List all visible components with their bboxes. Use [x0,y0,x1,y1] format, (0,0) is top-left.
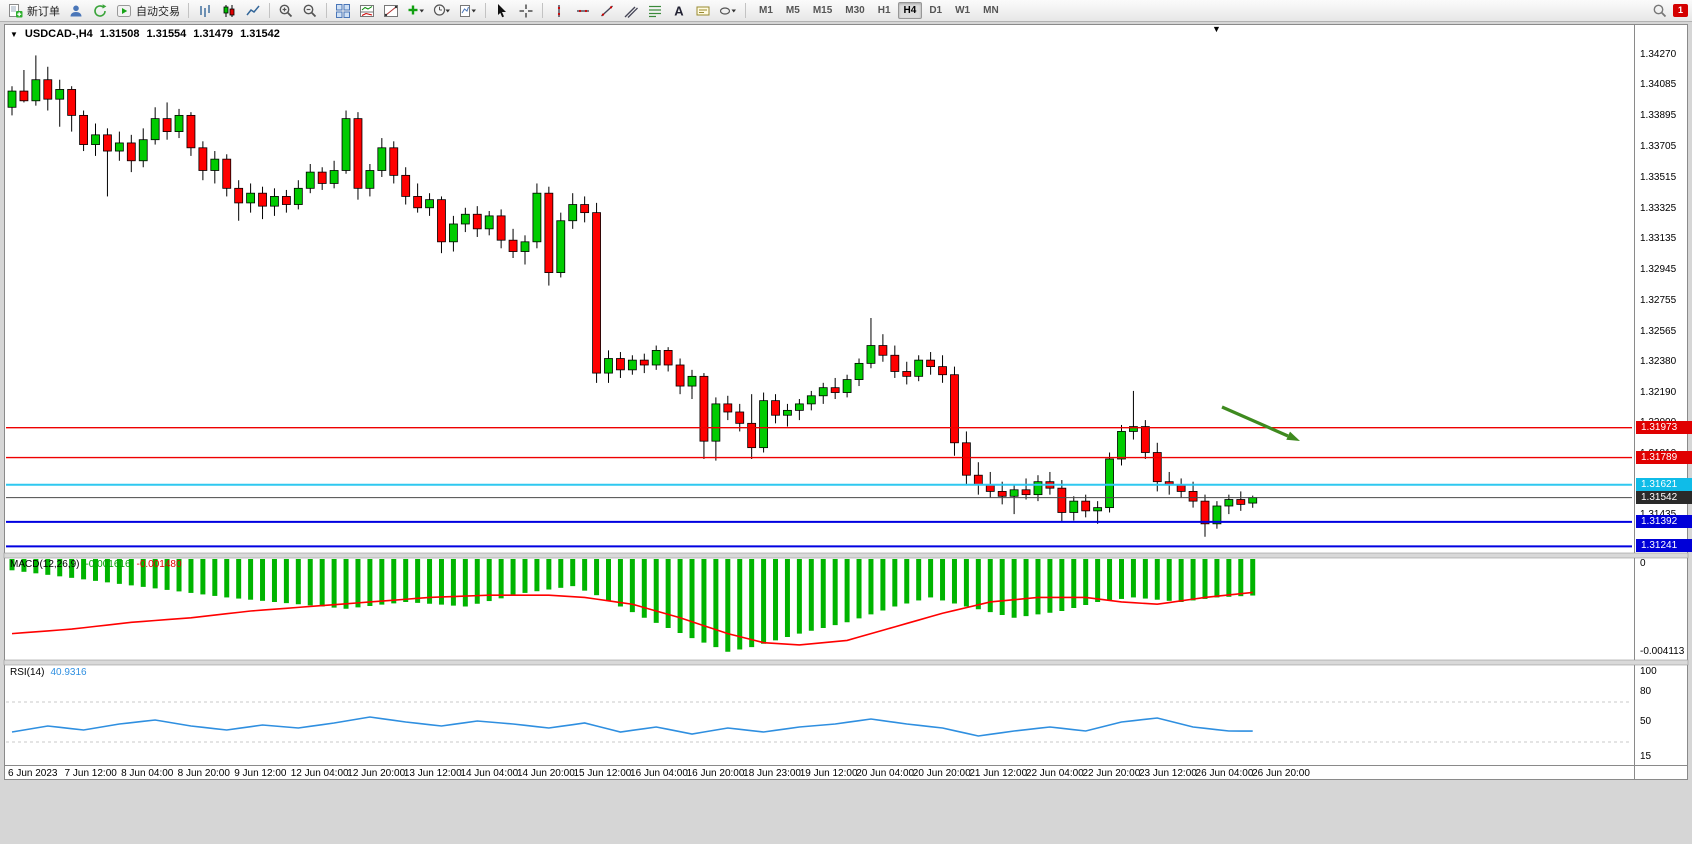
bar-chart-mode-icon[interactable] [194,1,216,21]
vertical-line-tool-icon[interactable] [548,1,570,21]
timeframe-button-d1[interactable]: D1 [929,5,943,16]
template-dropdown-icon[interactable] [456,1,480,21]
timeframe-button-h4[interactable]: H4 [897,2,923,19]
new-order-label: 新订单 [27,5,60,18]
autotrade-icon [116,3,132,19]
new-order-button[interactable]: 新订单 [4,1,63,21]
candlestick-mode-icon[interactable] [218,1,240,21]
zoom-out-icon[interactable] [299,1,321,21]
chart-window[interactable] [4,24,1688,780]
community-button[interactable] [89,1,111,21]
toolbar-separator [542,3,543,18]
fibonacci-tool-icon[interactable] [644,1,666,21]
add-indicator-icon[interactable] [404,1,428,21]
toolbar-separator [326,3,327,18]
crosshair-icon[interactable] [515,1,537,21]
timeframe-toolbar: M1 M5 M15 M30 H1 H4 D1 W1 MN [753,2,1005,19]
timeframe-button-m30[interactable]: M30 [845,5,865,16]
timeframe-button-w1[interactable]: W1 [955,5,971,16]
line-chart-mode-icon[interactable] [242,1,264,21]
text-tool-icon[interactable]: A [668,1,690,21]
svg-text:A: A [674,3,684,18]
cursor-icon[interactable] [491,1,513,21]
new-order-icon [7,3,23,19]
timeframe-dropdown-icon[interactable] [430,1,454,21]
toolbar-separator [745,3,746,18]
profile-icon [68,3,84,19]
tile-windows-icon[interactable] [332,1,354,21]
notification-badge[interactable]: 1 [1673,4,1688,17]
timeframe-button-mn[interactable]: MN [983,5,999,16]
toolbar-separator [269,3,270,18]
toolbar-separator [485,3,486,18]
autotrade-label: 自动交易 [136,5,180,18]
horizontal-line-tool-icon[interactable] [572,1,594,21]
channel-tool-icon[interactable] [620,1,642,21]
indicator-window-icon[interactable] [356,1,378,21]
timeframe-button-h1[interactable]: H1 [877,5,891,16]
shapes-dropdown-icon[interactable] [716,1,740,21]
label-tool-icon[interactable] [692,1,714,21]
objects-window-icon[interactable] [380,1,402,21]
market-watch-button[interactable] [65,1,87,21]
autotrade-button[interactable]: 自动交易 [113,1,183,21]
timeframe-button-m1[interactable]: M1 [759,5,773,16]
refresh-icon [92,3,108,19]
search-icon[interactable] [1649,1,1671,21]
timeframe-button-m15[interactable]: M15 [812,5,833,16]
zoom-in-icon[interactable] [275,1,297,21]
timeframe-button-m5[interactable]: M5 [785,5,800,16]
toolbar-separator [188,3,189,18]
toolbar: 新订单 自动交易 A M1 M5 M15 M30 H1 H4 D1 W1 MN 1 [0,0,1692,22]
trendline-tool-icon[interactable] [596,1,618,21]
